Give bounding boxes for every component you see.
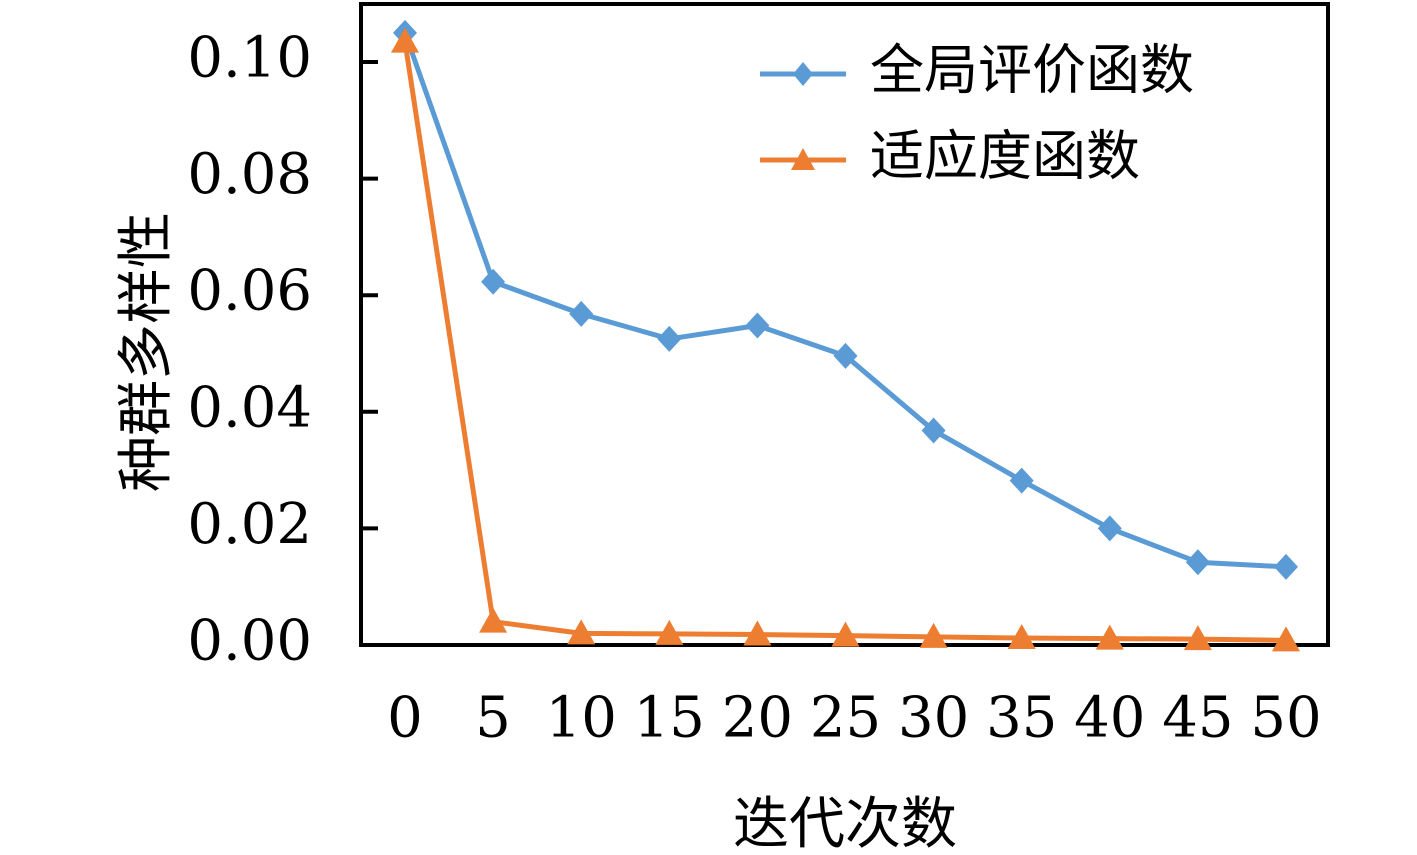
y-tick-label: 0.00 — [187, 609, 312, 674]
data-point — [1095, 624, 1124, 650]
data-point — [1272, 626, 1300, 652]
data-point — [919, 622, 948, 648]
x-tick-label: 20 — [722, 686, 793, 751]
y-tick-label: 0.10 — [187, 26, 312, 91]
data-point — [1274, 553, 1298, 580]
legend-marker-fitness — [791, 148, 815, 170]
data-point — [831, 621, 860, 647]
legend-label-global: 全局评价函数 — [870, 39, 1194, 102]
data-point — [481, 268, 506, 295]
series-global-evaluation — [393, 19, 1298, 580]
series-layer — [391, 19, 1300, 652]
x-tick-label: 30 — [898, 686, 969, 751]
x-tick-label: 35 — [986, 686, 1057, 751]
series-line — [402, 41, 1287, 643]
legend-label-fitness: 适应度函数 — [870, 125, 1140, 188]
legend-marker-global — [793, 62, 813, 86]
y-tick-label: 0.02 — [187, 492, 312, 557]
data-point — [1185, 549, 1210, 576]
x-tick-label: 25 — [810, 686, 881, 751]
x-tick-label: 0 — [387, 686, 423, 751]
data-point — [391, 27, 419, 53]
data-point — [567, 619, 596, 645]
data-point — [745, 312, 770, 339]
x-tick-label: 5 — [475, 686, 511, 751]
data-point — [569, 300, 594, 327]
data-point — [743, 620, 772, 646]
x-tick-label: 40 — [1074, 686, 1145, 751]
series-fitness — [391, 27, 1300, 652]
y-axis-ticks: 0.00 0.02 0.04 0.06 0.08 0.10 — [187, 26, 378, 674]
x-axis-ticks: 0 5 10 15 20 25 30 35 40 45 50 — [387, 686, 1321, 751]
x-tick-label: 45 — [1162, 686, 1233, 751]
data-point — [1183, 625, 1212, 651]
x-tick-label: 50 — [1250, 686, 1321, 751]
x-tick-label: 15 — [634, 686, 705, 751]
data-point — [833, 342, 858, 369]
x-axis-title: 迭代次数 — [733, 792, 957, 855]
series-line — [402, 32, 1287, 570]
y-axis-title: 种群多样性 — [114, 212, 179, 492]
legend: 全局评价函数 适应度函数 — [760, 39, 1194, 188]
x-tick-label: 10 — [546, 686, 617, 751]
y-tick-label: 0.06 — [187, 259, 312, 324]
data-point — [657, 325, 682, 352]
data-point — [655, 619, 684, 645]
data-point — [921, 417, 946, 444]
data-point — [479, 607, 508, 633]
data-point — [1097, 515, 1122, 542]
y-tick-label: 0.08 — [187, 142, 312, 207]
data-point — [1009, 467, 1034, 494]
data-point — [1007, 624, 1036, 650]
y-tick-label: 0.04 — [187, 375, 312, 440]
